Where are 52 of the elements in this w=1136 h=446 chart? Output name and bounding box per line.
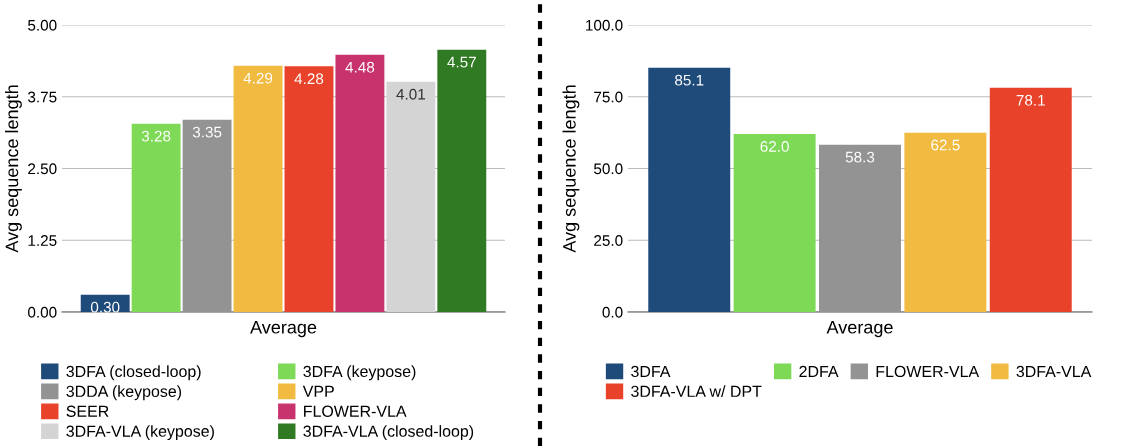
bar: [386, 81, 436, 312]
bar: [131, 123, 181, 312]
legend-label: 2DFA: [799, 365, 839, 377]
legend-label: FLOWER-VLA: [304, 405, 407, 417]
bar: [904, 132, 987, 312]
bar: [335, 54, 385, 312]
bar: [233, 65, 283, 312]
legend-label: 3DFA: [631, 365, 671, 378]
legend-label: 3DFA-VLA: [1016, 365, 1092, 378]
bar: [182, 119, 232, 312]
x-tick-label: Average: [250, 321, 317, 338]
data-label: 0.30: [90, 301, 120, 313]
data-label: 62.0: [760, 141, 789, 152]
y-tick-label: 75.0: [594, 91, 623, 103]
data-label: 3.28: [141, 130, 171, 142]
y-tick-label: 50.0: [594, 163, 623, 175]
data-label: 4.48: [345, 61, 375, 73]
y-tick-label: 2.50: [28, 163, 57, 175]
data-label: 78.1: [1016, 94, 1045, 106]
y-tick-label: 100.0: [586, 19, 623, 31]
legend-label: 3DFA-VLA w/ DPT: [631, 385, 762, 398]
data-label: 58.3: [845, 151, 875, 163]
data-label: 4.01: [396, 88, 425, 100]
data-label: 62.5: [931, 139, 960, 151]
y-tick-label: 1.25: [28, 235, 57, 246]
data-label: 4.29: [243, 72, 273, 84]
bar: [284, 66, 334, 312]
data-label: 3.35: [192, 126, 222, 138]
legend-label: 3DFA-VLA (keypose): [66, 425, 214, 441]
legend-label: VPP: [302, 385, 334, 397]
legend-label: 3DFA (closed-loop): [66, 365, 201, 381]
legend-label: 3DFA (keypose): [303, 365, 416, 381]
y-tick-label: 0.00: [28, 306, 57, 318]
bar: [437, 49, 487, 312]
legend-label: SEER: [66, 405, 109, 417]
legend-label: 3DDA (keypose): [66, 385, 182, 401]
data-label: 4.57: [447, 56, 476, 68]
legend-label: 3DFA-VLA (closed-loop): [303, 425, 474, 441]
bar: [819, 144, 901, 312]
y-tick-label: 3.75: [27, 91, 57, 103]
y-tick-label: 0.0: [602, 306, 623, 318]
bar: [989, 87, 1072, 312]
y-tick-label: 5.00: [28, 19, 57, 31]
bar: [733, 134, 816, 312]
legend-label: FLOWER-VLA: [876, 365, 980, 378]
data-label: 85.1: [675, 74, 704, 86]
data-label: 4.28: [294, 73, 324, 85]
y-tick-label: 25.0: [594, 235, 623, 246]
y-axis-title: Avg sequence length: [5, 85, 22, 253]
y-axis-title: Avg sequence length: [562, 85, 580, 253]
bar: [648, 67, 731, 312]
x-tick-label: Average: [826, 321, 893, 338]
